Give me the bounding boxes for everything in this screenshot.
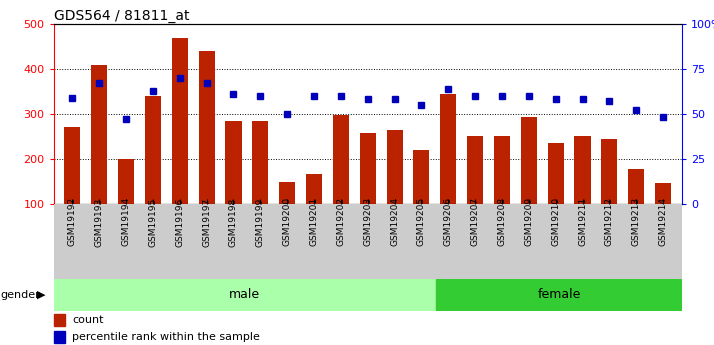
Bar bbox=[226, 120, 241, 204]
Bar bbox=[628, 169, 644, 204]
Text: count: count bbox=[72, 315, 104, 325]
Bar bbox=[386, 130, 403, 204]
Bar bbox=[333, 115, 349, 204]
Bar bbox=[575, 136, 590, 204]
Bar bbox=[306, 174, 322, 204]
Text: male: male bbox=[229, 288, 261, 302]
Bar bbox=[252, 120, 268, 204]
Text: percentile rank within the sample: percentile rank within the sample bbox=[72, 333, 261, 342]
Bar bbox=[521, 117, 537, 204]
Bar bbox=[441, 93, 456, 204]
Bar bbox=[360, 133, 376, 204]
Bar bbox=[171, 38, 188, 204]
Bar bbox=[467, 136, 483, 204]
Bar bbox=[279, 182, 295, 204]
Bar bbox=[64, 127, 81, 204]
Bar bbox=[548, 143, 564, 204]
Bar bbox=[601, 139, 618, 204]
Bar bbox=[54, 331, 65, 343]
Bar bbox=[145, 96, 161, 204]
Text: GDS564 / 81811_at: GDS564 / 81811_at bbox=[54, 9, 189, 23]
Bar bbox=[413, 150, 429, 204]
FancyBboxPatch shape bbox=[54, 279, 436, 311]
Bar bbox=[494, 136, 510, 204]
Bar bbox=[655, 183, 671, 204]
Bar bbox=[91, 65, 107, 204]
Bar bbox=[118, 159, 134, 204]
FancyBboxPatch shape bbox=[436, 279, 682, 311]
Text: gender: gender bbox=[1, 290, 41, 300]
Bar bbox=[198, 51, 215, 204]
Text: female: female bbox=[537, 288, 580, 302]
Bar bbox=[54, 314, 65, 326]
Text: ▶: ▶ bbox=[37, 290, 46, 300]
